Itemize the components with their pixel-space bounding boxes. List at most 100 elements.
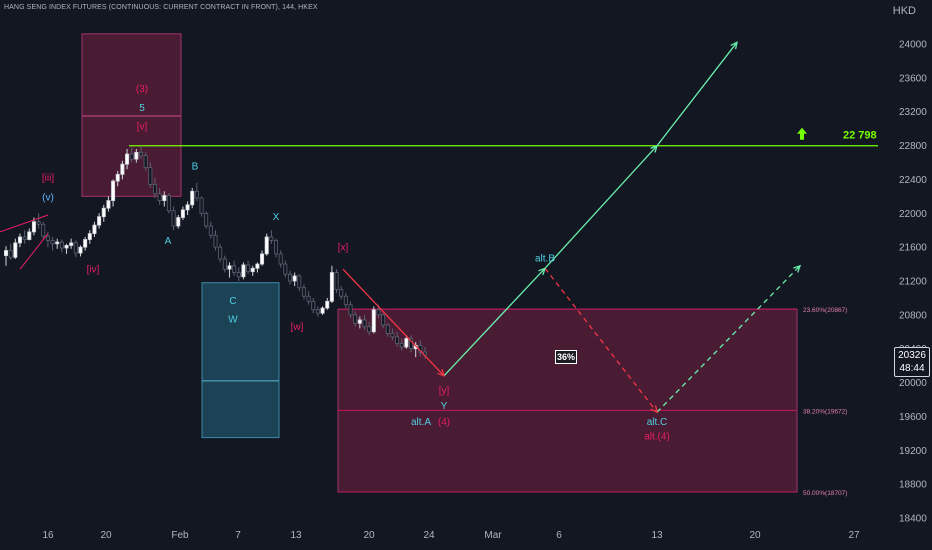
wave-c-zone (201, 282, 280, 439)
wedge-upper-line (0, 214, 49, 233)
candle-body (185, 204, 190, 211)
candle-body (41, 223, 46, 237)
candle-body (250, 267, 255, 273)
candle-body (157, 193, 162, 201)
y-tick-label: 19200 (899, 446, 927, 457)
candle-body (59, 241, 64, 249)
wave-label: [iv] (87, 265, 100, 276)
candle-body (143, 155, 148, 168)
wave-label: W (228, 314, 238, 325)
candle-body (343, 295, 348, 306)
candle-body (297, 275, 302, 289)
candle-body (45, 235, 50, 241)
candle-body (264, 236, 269, 255)
candle-body (180, 209, 185, 218)
candle-body (166, 195, 171, 212)
candle-body (357, 319, 362, 324)
candle-body (199, 197, 204, 214)
last-price-tag: 20326 48:44 (894, 347, 930, 377)
chart-title: HANG SENG INDEX FUTURES (CONTINUOUS: CUR… (4, 4, 318, 11)
candle-body (325, 300, 330, 309)
wave-label: 5 (139, 103, 145, 114)
y-tick-label: 23200 (899, 107, 927, 118)
candle-body (385, 324, 390, 334)
candle-body (334, 272, 339, 290)
candle-body (78, 246, 83, 254)
candle-body (348, 304, 353, 316)
candle-body (353, 314, 358, 324)
candle-body (36, 221, 41, 225)
wave-label: (3) (136, 84, 148, 95)
wave-label: (v) (42, 193, 54, 204)
wave-label: [w] (291, 322, 304, 333)
candle-body (274, 239, 279, 255)
candle-body (171, 210, 176, 227)
candle-body (241, 264, 246, 278)
x-tick-label: 13 (651, 530, 663, 541)
y-tick-label: 19600 (899, 412, 927, 423)
y-tick-label: 22000 (899, 209, 927, 220)
candle-body (125, 153, 130, 165)
percent-badge: 36% (555, 350, 577, 364)
candle-body (367, 326, 372, 333)
candle-body (134, 151, 139, 160)
candle-body (315, 309, 320, 314)
candle-body (152, 184, 157, 195)
wave-label: [v] (137, 121, 148, 132)
decline-line (342, 268, 445, 377)
candle-body (83, 239, 88, 248)
x-tick-label: 16 (42, 530, 54, 541)
candle-body (395, 336, 400, 345)
y-tick-label: 20000 (899, 378, 927, 389)
candle-body (208, 225, 213, 236)
zones-layer (81, 33, 798, 493)
y-tick-label: 24000 (899, 40, 927, 51)
candle-body (255, 263, 260, 269)
x-tick-label: 6 (556, 530, 562, 541)
candle-body (73, 242, 78, 254)
candle-body (218, 246, 223, 260)
candle-body (320, 307, 325, 314)
candle-body (190, 190, 195, 206)
primary-path-segment (544, 145, 658, 269)
candle-body (176, 217, 181, 227)
candle-body (27, 231, 32, 240)
candle-body (101, 207, 106, 218)
primary-path-segment (443, 267, 546, 377)
candle-body (236, 272, 241, 278)
candle-body (87, 233, 92, 240)
wave-label: B (192, 161, 199, 172)
candle-body (204, 212, 209, 227)
candle-body (390, 333, 395, 338)
wedge-lower-line (19, 233, 49, 270)
x-tick-label: 27 (848, 530, 860, 541)
target-label: 22 798 (843, 130, 877, 142)
y-tick-label: 21200 (899, 277, 927, 288)
candle-body (213, 234, 218, 248)
x-tick-label: 24 (423, 530, 435, 541)
candle-body (194, 190, 199, 199)
primary-path-segment (656, 41, 738, 147)
alt-decline-dashed (544, 267, 658, 413)
y-tick-label: 18800 (899, 480, 927, 491)
arrowhead-icon (538, 267, 547, 276)
candle-body (69, 242, 74, 246)
candle-body (404, 338, 409, 348)
candle-body (17, 236, 22, 244)
candle-body (301, 287, 306, 297)
wave3-zone (81, 33, 182, 197)
wave-label: C (229, 296, 236, 307)
bar-countdown: 48:44 (899, 363, 925, 374)
candle-body (278, 253, 283, 265)
arrowhead-icon (730, 41, 738, 50)
x-tick-label: Mar (484, 530, 502, 541)
candle-body (13, 242, 18, 258)
levels-layer: 23.60%(20867) 38.20%(19672) 50.00%(18707) 2… (129, 127, 878, 497)
candle-body (376, 309, 381, 316)
y-tick-label: 22400 (899, 175, 927, 186)
candle-body (97, 216, 102, 226)
candle-body (31, 221, 36, 233)
alt-rise-dashed (656, 265, 801, 413)
wave-label: X (273, 212, 280, 223)
